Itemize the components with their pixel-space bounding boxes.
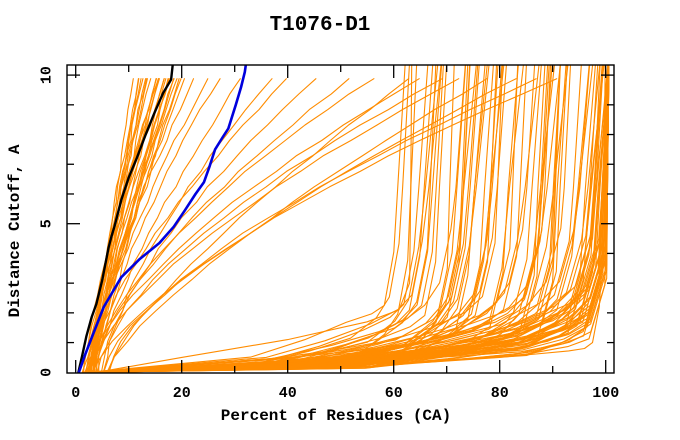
prediction-curve xyxy=(106,65,471,373)
prediction-curve xyxy=(95,78,195,373)
prediction-curve xyxy=(84,78,159,373)
prediction-curve xyxy=(83,65,550,373)
prediction-curve xyxy=(103,78,558,373)
prediction-curve xyxy=(88,78,209,373)
prediction-curve xyxy=(97,65,596,373)
prediction-curves-group xyxy=(77,65,610,373)
prediction-curve xyxy=(101,65,439,373)
chart-title: T1076-D1 xyxy=(270,14,371,37)
prediction-curve xyxy=(101,65,561,373)
x-tick-label: 80 xyxy=(491,385,509,402)
y-axis-label: Distance Cutoff, A xyxy=(6,144,24,317)
prediction-curve xyxy=(83,65,505,373)
x-tick-label: 60 xyxy=(385,385,403,402)
prediction-curve xyxy=(87,65,406,373)
x-tick-label: 0 xyxy=(71,385,80,402)
prediction-curve xyxy=(92,78,375,373)
prediction-curve xyxy=(99,65,610,373)
y-tick-label: 5 xyxy=(39,219,56,228)
x-tick-label: 40 xyxy=(279,385,297,402)
prediction-curve xyxy=(88,78,420,373)
prediction-curve xyxy=(89,65,503,373)
prediction-curve xyxy=(87,78,185,373)
x-tick-label: 20 xyxy=(173,385,191,402)
prediction-curve xyxy=(99,65,536,373)
prediction-curve xyxy=(96,78,443,373)
axes-ticks-group xyxy=(67,65,614,373)
prediction-curve xyxy=(98,65,437,373)
prediction-curve xyxy=(88,65,594,373)
prediction-curve xyxy=(93,78,178,373)
orange-vertical-line xyxy=(96,65,413,373)
y-tick-label: 0 xyxy=(39,368,56,377)
prediction-curve xyxy=(90,65,442,373)
x-tick-label: 100 xyxy=(592,385,619,402)
prediction-curve xyxy=(106,78,410,373)
prediction-curve xyxy=(108,78,537,373)
prediction-curve xyxy=(100,78,317,373)
model-highlight-black xyxy=(77,65,174,373)
plot-border xyxy=(66,64,615,374)
prediction-curve xyxy=(95,65,524,373)
prediction-curve xyxy=(87,78,287,373)
prediction-curve xyxy=(82,78,170,373)
prediction-curve xyxy=(98,78,221,373)
prediction-curve xyxy=(89,78,460,373)
tick-labels-group: 0 20 40 60 80 100 0 5 10 xyxy=(39,66,620,402)
y-tick-label: 10 xyxy=(39,66,56,84)
prediction-curve xyxy=(102,78,273,373)
x-axis-label: Percent of Residues (CA) xyxy=(221,407,451,425)
prediction-curve xyxy=(95,65,488,373)
model-highlight-blue xyxy=(77,65,248,373)
